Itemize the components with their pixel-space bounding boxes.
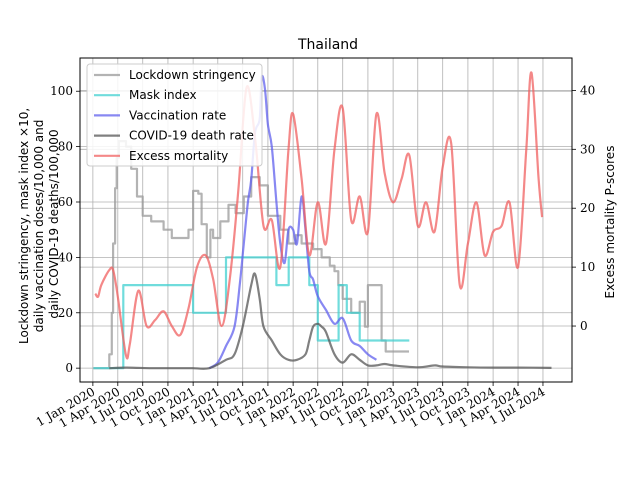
y-tick-label-left: 40 <box>58 250 73 264</box>
series-excess-mortality <box>94 71 544 360</box>
y-tick-label-right: 20 <box>580 201 595 215</box>
left-axis: 0 20 40 60 80 100 <box>50 84 80 375</box>
y-axis-label-right: Excess mortality P-scores <box>603 146 617 299</box>
y-tick-label-left: 80 <box>58 140 73 154</box>
y-tick-label-right: 0 <box>580 319 588 333</box>
legend: Lockdown stringency Mask index Vaccination… <box>86 63 263 167</box>
plot-frame <box>79 57 573 383</box>
legend-label-lockdown-stringency: Lockdown stringency <box>129 68 256 82</box>
y-axis-label-left: Lockdown stringency, mask index ×10, dai… <box>17 104 61 344</box>
y-tick-label-left: 60 <box>58 195 73 209</box>
y-tick-label-right: 30 <box>580 142 595 156</box>
y-tick-label-right: 10 <box>580 260 595 274</box>
legend-box <box>86 63 263 167</box>
legend-label-vaccination-rate: Vaccination rate <box>129 108 226 122</box>
right-axis: 0 10 20 30 40 <box>572 83 595 333</box>
y-tick-label-right: 40 <box>580 83 595 97</box>
y-tick-label-left: 20 <box>58 306 73 320</box>
series-covid-19-death-rate <box>109 272 552 370</box>
y-axis-label-left-line-2: daily vaccination doses/10,000 and <box>32 120 46 333</box>
y-tick-label-left: 0 <box>65 361 73 375</box>
y-tick-label-left: 100 <box>50 84 73 98</box>
y-axis-label-left-line-3: daily COVID-19 deaths/100,000 <box>47 129 61 318</box>
legend-label-mask-index: Mask index <box>129 88 197 102</box>
legend-label-excess-mortality: Excess mortality <box>129 149 228 163</box>
chart-title: Thailand <box>297 37 358 53</box>
legend-label-covid-19-death-rate: COVID-19 death rate <box>129 129 254 143</box>
y-axis-label-left-line-1: Lockdown stringency, mask index ×10, <box>17 108 31 344</box>
